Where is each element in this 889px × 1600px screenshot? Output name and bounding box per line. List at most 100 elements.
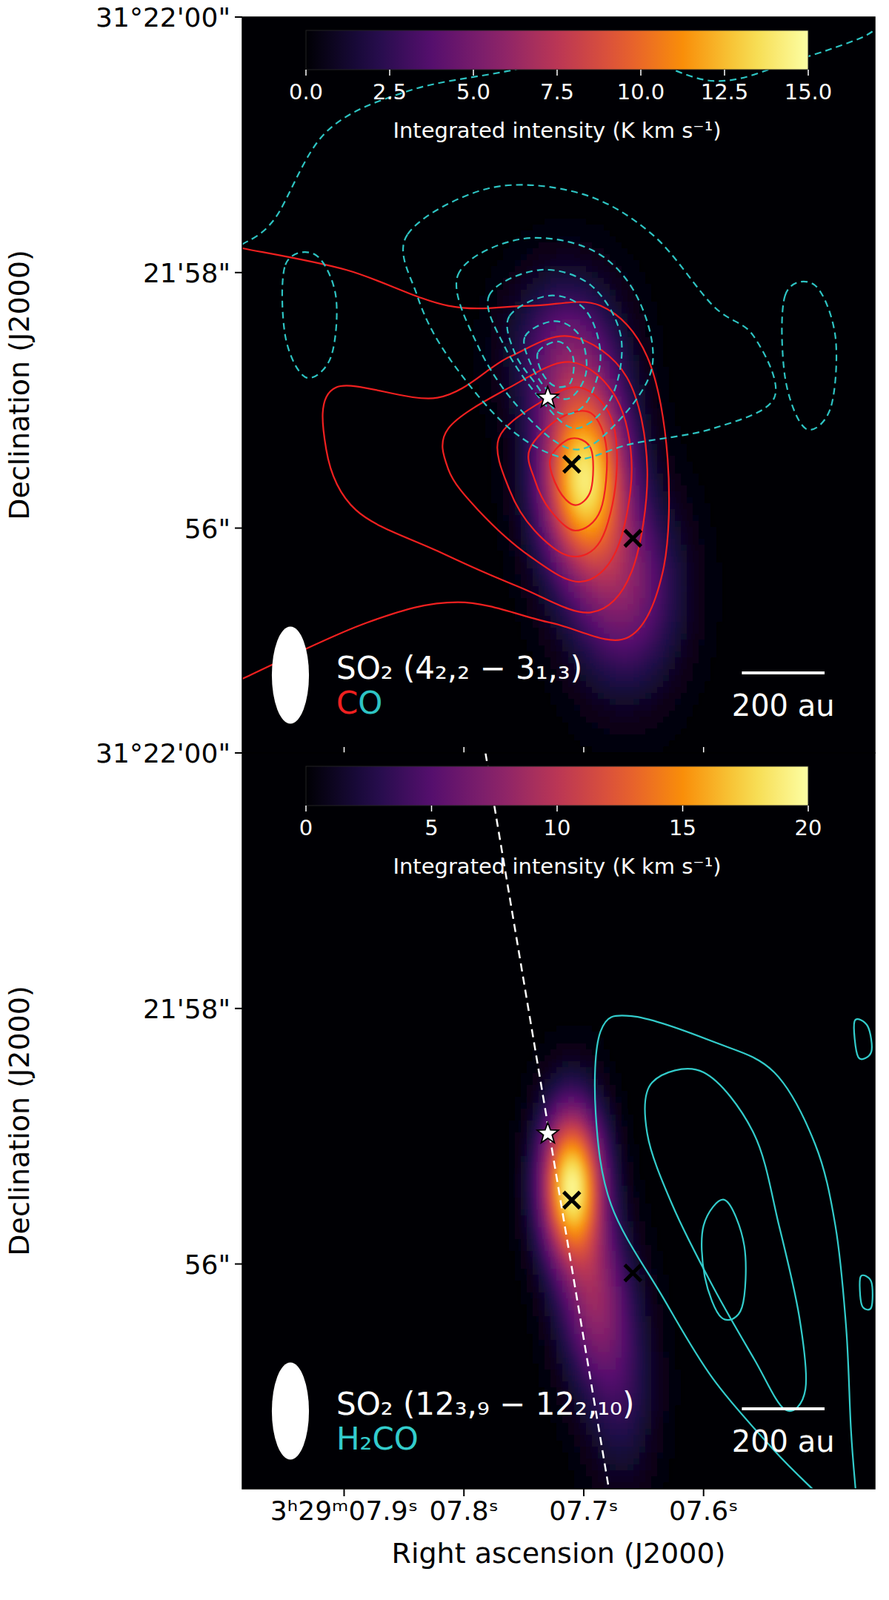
- pixel: [609, 265, 617, 273]
- pixel: [680, 550, 688, 558]
- pixel: [698, 562, 706, 569]
- pixel: [526, 248, 534, 255]
- pixel: [520, 277, 528, 285]
- pixel: [580, 514, 587, 522]
- pixel: [657, 372, 664, 380]
- pixel: [609, 443, 617, 451]
- pixel: [597, 562, 605, 569]
- pixel: [651, 568, 658, 575]
- pixel: [597, 307, 605, 315]
- pixel: [550, 277, 558, 285]
- pixel: [568, 230, 575, 238]
- pixel: [503, 360, 510, 368]
- pixel: [508, 242, 516, 249]
- pixel: [526, 390, 534, 398]
- pixel: [532, 574, 540, 581]
- pixel: [532, 585, 540, 593]
- pixel: [633, 378, 641, 386]
- pixel: [497, 313, 504, 321]
- pixel: [574, 289, 581, 297]
- pixel: [674, 508, 682, 516]
- pixel: [591, 360, 599, 368]
- pixel: [651, 467, 658, 475]
- pixel: [603, 425, 611, 433]
- pixel: [651, 420, 658, 427]
- pixel: [562, 473, 569, 481]
- pixel: [585, 378, 593, 386]
- pixel: [526, 514, 534, 522]
- pixel: [674, 562, 682, 569]
- pixel: [698, 497, 706, 504]
- pixel: [514, 337, 522, 344]
- pixel: [698, 585, 706, 593]
- pixel: [520, 467, 528, 475]
- pixel: [544, 277, 552, 285]
- pixel: [568, 289, 575, 297]
- pixel: [532, 455, 540, 463]
- pixel: [704, 526, 712, 534]
- pixel: [657, 431, 664, 439]
- pixel: [680, 562, 688, 569]
- pixel: [621, 461, 629, 469]
- pixel: [597, 242, 605, 249]
- pixel: [645, 591, 652, 599]
- pixel: [639, 402, 647, 409]
- pixel: [603, 497, 611, 504]
- pixel: [497, 348, 504, 356]
- pixel: [544, 354, 552, 362]
- pixel: [698, 514, 706, 522]
- pixel: [645, 408, 652, 415]
- pixel: [585, 224, 593, 232]
- pixel: [627, 585, 635, 593]
- pixel: [686, 562, 694, 569]
- pixel: [657, 331, 664, 338]
- pixel: [526, 497, 534, 504]
- pixel: [556, 289, 564, 297]
- pixel: [497, 372, 504, 380]
- pixel: [585, 277, 593, 285]
- pixel: [568, 520, 575, 528]
- pixel: [645, 425, 652, 433]
- pixel: [645, 431, 652, 439]
- pixel: [497, 544, 504, 552]
- pixel: [651, 307, 658, 315]
- pixel: [508, 325, 516, 332]
- pixel: [520, 354, 528, 362]
- pixel: [503, 508, 510, 516]
- pixel: [491, 449, 498, 457]
- pixel: [556, 354, 564, 362]
- pixel: [668, 425, 676, 433]
- pixel: [580, 248, 587, 255]
- pixel: [651, 402, 658, 409]
- pixel: [503, 467, 510, 475]
- pixel: [680, 473, 688, 481]
- pixel: [609, 277, 617, 285]
- pixel: [680, 503, 688, 510]
- pixel: [674, 514, 682, 522]
- pixel: [520, 520, 528, 528]
- pixel: [520, 580, 528, 587]
- pixel: [603, 289, 611, 297]
- pixel: [621, 467, 629, 475]
- pixel: [668, 580, 676, 587]
- pixel: [568, 556, 575, 564]
- pixel: [651, 580, 658, 587]
- pixel: [485, 277, 492, 285]
- pixel: [639, 479, 647, 486]
- pixel: [556, 562, 564, 569]
- pixel: [556, 449, 564, 457]
- pixel: [680, 556, 688, 564]
- pixel: [645, 544, 652, 552]
- pixel: [633, 568, 641, 575]
- pixel: [710, 568, 718, 575]
- pixel: [580, 230, 587, 238]
- pixel: [514, 289, 522, 297]
- pixel: [508, 271, 516, 279]
- pixel: [639, 491, 647, 498]
- pixel: [556, 467, 564, 475]
- pixel: [633, 574, 641, 581]
- pixel: [550, 550, 558, 558]
- pixel: [585, 254, 593, 261]
- pixel: [603, 372, 611, 380]
- pixel: [538, 473, 546, 481]
